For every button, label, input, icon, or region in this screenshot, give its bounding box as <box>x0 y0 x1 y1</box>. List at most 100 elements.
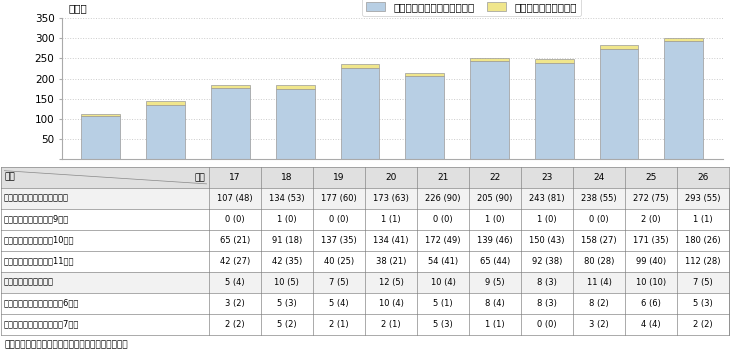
Bar <box>573 209 625 230</box>
Bar <box>417 209 469 230</box>
Text: 犯罪収益等隐匿（第10条）: 犯罪収益等隐匿（第10条） <box>4 236 74 245</box>
Text: 8 (3): 8 (3) <box>537 299 557 308</box>
Text: 42 (27): 42 (27) <box>220 257 250 266</box>
Text: 10 (4): 10 (4) <box>379 299 404 308</box>
Bar <box>365 251 417 272</box>
Bar <box>365 292 417 314</box>
Text: 0 (0): 0 (0) <box>225 215 245 224</box>
Bar <box>599 49 639 159</box>
Text: 238 (55): 238 (55) <box>581 194 617 203</box>
Text: 5 (4): 5 (4) <box>329 299 349 308</box>
Text: 8 (2): 8 (2) <box>589 299 609 308</box>
Bar <box>625 167 677 188</box>
Text: 25: 25 <box>645 173 657 182</box>
Text: 7 (5): 7 (5) <box>694 278 713 287</box>
Bar <box>521 251 573 272</box>
Bar <box>261 188 313 209</box>
Bar <box>209 251 261 272</box>
Bar <box>365 230 417 251</box>
Bar <box>417 251 469 272</box>
Bar <box>261 167 313 188</box>
Bar <box>677 230 729 251</box>
Text: 0 (0): 0 (0) <box>329 215 349 224</box>
Bar <box>209 209 261 230</box>
Bar <box>469 314 521 335</box>
Text: 1 (1): 1 (1) <box>485 320 505 329</box>
Bar <box>677 167 729 188</box>
Bar <box>677 188 729 209</box>
Text: 0 (0): 0 (0) <box>433 215 453 224</box>
Bar <box>209 230 261 251</box>
Text: 薬物犯罪収益等受受（第7条）: 薬物犯罪収益等受受（第7条） <box>4 320 79 329</box>
Bar <box>573 251 625 272</box>
Text: 12 (5): 12 (5) <box>379 278 404 287</box>
Text: 0 (0): 0 (0) <box>589 215 609 224</box>
Bar <box>625 292 677 314</box>
Text: 150 (43): 150 (43) <box>529 236 565 245</box>
Bar <box>146 101 185 105</box>
Text: 8 (4): 8 (4) <box>485 299 505 308</box>
Text: 5 (3): 5 (3) <box>433 320 453 329</box>
Text: 法人等経営支配（第9条）: 法人等経営支配（第9条） <box>4 215 69 224</box>
Bar <box>261 314 313 335</box>
Bar <box>211 85 250 88</box>
Bar <box>276 90 315 159</box>
Text: 17: 17 <box>229 173 241 182</box>
Text: 172 (49): 172 (49) <box>426 236 461 245</box>
Text: 1 (0): 1 (0) <box>277 215 296 224</box>
Text: 42 (35): 42 (35) <box>272 257 302 266</box>
Text: 6 (6): 6 (6) <box>641 299 661 308</box>
Text: 8 (3): 8 (3) <box>537 278 557 287</box>
Text: 1 (1): 1 (1) <box>694 215 713 224</box>
Text: 134 (41): 134 (41) <box>373 236 409 245</box>
Text: 2 (1): 2 (1) <box>381 320 401 329</box>
Bar <box>313 314 365 335</box>
Text: 38 (21): 38 (21) <box>376 257 406 266</box>
Text: 組織的犯罪処罰法違反（件）: 組織的犯罪処罰法違反（件） <box>4 194 69 203</box>
Text: 3 (2): 3 (2) <box>589 320 609 329</box>
Bar <box>469 230 521 251</box>
Text: 173 (63): 173 (63) <box>373 194 409 203</box>
Bar <box>313 209 365 230</box>
Bar <box>209 272 261 292</box>
Text: 注：括弧内は、暴力団構成員等によるものを示す。: 注：括弧内は、暴力団構成員等によるものを示す。 <box>4 340 128 349</box>
Bar <box>521 292 573 314</box>
Bar <box>573 314 625 335</box>
Bar <box>417 292 469 314</box>
Bar <box>365 314 417 335</box>
Bar <box>313 188 365 209</box>
Text: 年次: 年次 <box>194 173 205 182</box>
Bar <box>521 314 573 335</box>
Bar <box>677 292 729 314</box>
Bar <box>470 61 509 159</box>
Bar <box>521 209 573 230</box>
Text: 99 (40): 99 (40) <box>636 257 666 266</box>
Text: 112 (28): 112 (28) <box>685 257 721 266</box>
Text: 91 (18): 91 (18) <box>272 236 302 245</box>
Bar <box>82 116 120 159</box>
Bar <box>1 251 209 272</box>
Text: 23: 23 <box>542 173 553 182</box>
Bar <box>211 88 250 159</box>
Text: 5 (4): 5 (4) <box>225 278 245 287</box>
Text: 2 (2): 2 (2) <box>694 320 713 329</box>
Text: 1 (0): 1 (0) <box>485 215 505 224</box>
Text: 54 (41): 54 (41) <box>428 257 458 266</box>
Bar <box>313 251 365 272</box>
Text: 5 (2): 5 (2) <box>277 320 296 329</box>
Text: 麻諉特例法違反（件）: 麻諉特例法違反（件） <box>4 278 53 287</box>
Text: 1 (1): 1 (1) <box>381 215 401 224</box>
Text: 5 (1): 5 (1) <box>433 299 453 308</box>
Text: 40 (25): 40 (25) <box>324 257 354 266</box>
Text: 1 (0): 1 (0) <box>537 215 557 224</box>
Text: 区分: 区分 <box>4 173 15 182</box>
Text: 137 (35): 137 (35) <box>321 236 357 245</box>
Text: 5 (3): 5 (3) <box>694 299 713 308</box>
Text: 10 (4): 10 (4) <box>431 278 456 287</box>
Text: 0 (0): 0 (0) <box>537 320 557 329</box>
Bar <box>1 272 209 292</box>
Text: 11 (4): 11 (4) <box>587 278 612 287</box>
Text: 薬物犯罪収益等隐匿（第6条）: 薬物犯罪収益等隐匿（第6条） <box>4 299 79 308</box>
Text: 5 (3): 5 (3) <box>277 299 296 308</box>
Text: 18: 18 <box>281 173 293 182</box>
